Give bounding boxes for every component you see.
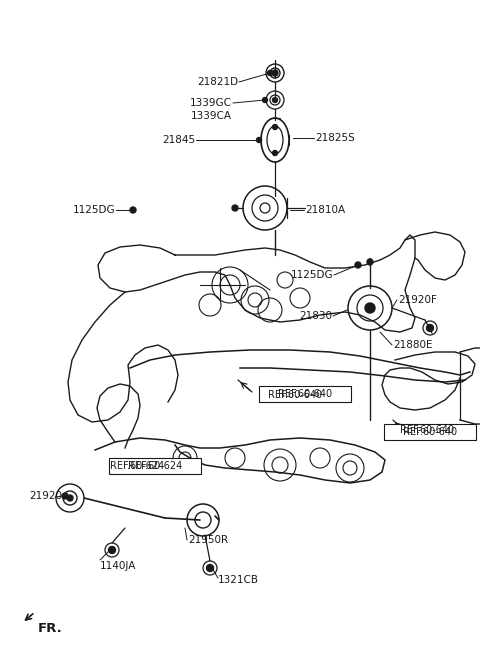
Text: 1339GC: 1339GC <box>190 98 232 108</box>
FancyBboxPatch shape <box>109 458 201 474</box>
Circle shape <box>273 151 277 155</box>
Circle shape <box>273 98 277 102</box>
Text: REF.60-640: REF.60-640 <box>400 425 454 435</box>
Circle shape <box>67 495 73 501</box>
Circle shape <box>427 324 433 331</box>
Text: REF.60-640: REF.60-640 <box>268 390 322 400</box>
Circle shape <box>367 259 373 265</box>
Text: REF.60-640: REF.60-640 <box>278 389 332 399</box>
Text: 1125DG: 1125DG <box>72 205 115 215</box>
Text: 1125DG: 1125DG <box>290 270 333 280</box>
Circle shape <box>232 205 238 211</box>
Text: 21825S: 21825S <box>315 133 355 143</box>
Text: 21830: 21830 <box>299 311 332 321</box>
Text: REF.60-624: REF.60-624 <box>128 461 182 471</box>
Text: 21950R: 21950R <box>188 535 228 545</box>
Circle shape <box>130 207 136 213</box>
FancyBboxPatch shape <box>384 424 476 440</box>
Text: REF.60-624: REF.60-624 <box>110 461 164 471</box>
Text: REF.60-640: REF.60-640 <box>403 427 457 437</box>
Text: 21880E: 21880E <box>393 340 432 350</box>
Text: 21810A: 21810A <box>305 205 345 215</box>
Text: 1339CA: 1339CA <box>191 111 232 121</box>
Text: FR.: FR. <box>38 622 63 635</box>
Circle shape <box>267 71 273 75</box>
Text: 21845: 21845 <box>162 135 195 145</box>
Text: 1321CB: 1321CB <box>218 575 259 585</box>
FancyBboxPatch shape <box>259 386 351 402</box>
Text: 21920: 21920 <box>29 491 62 501</box>
Text: 21821D: 21821D <box>197 77 238 87</box>
Circle shape <box>272 70 278 76</box>
Circle shape <box>273 124 277 130</box>
Circle shape <box>355 262 361 268</box>
Circle shape <box>256 138 262 143</box>
Circle shape <box>365 303 375 313</box>
Circle shape <box>62 493 68 499</box>
Text: 1140JA: 1140JA <box>100 561 136 571</box>
Text: 21920F: 21920F <box>398 295 437 305</box>
Circle shape <box>108 546 116 553</box>
Circle shape <box>263 98 267 102</box>
Circle shape <box>206 565 214 572</box>
